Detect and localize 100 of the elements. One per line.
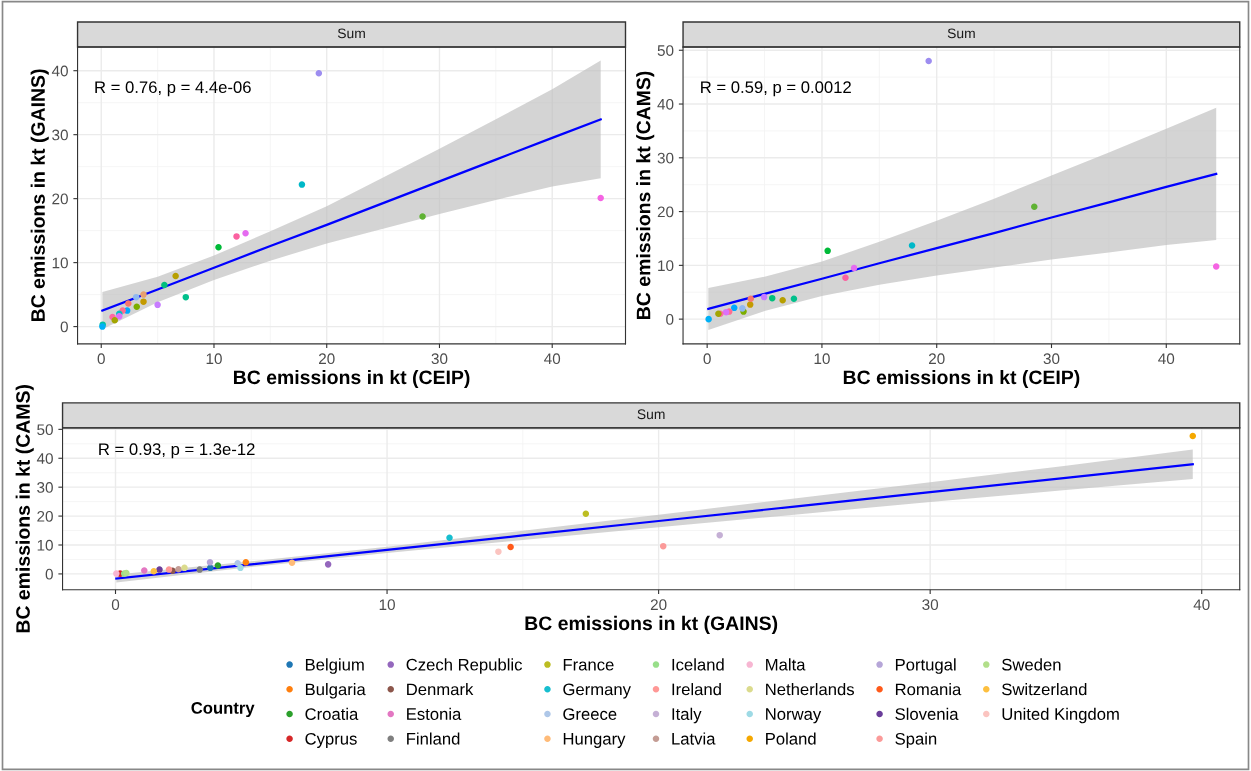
line-series [707, 172, 1218, 311]
point [113, 570, 120, 577]
x-tick-label: 20 [319, 353, 335, 365]
point [133, 303, 141, 311]
legend-label: Czech Republic [406, 658, 523, 674]
legend-label: Spain [895, 732, 937, 748]
legend-label: Latvia [672, 732, 716, 745]
x-tick-label: 10 [814, 353, 830, 365]
point [242, 559, 250, 566]
legend-label: Germany [563, 683, 631, 699]
point [582, 510, 590, 518]
point [908, 242, 916, 249]
y-axis-title: BC emissions in kt (CAMS) [15, 385, 34, 633]
annotation: R = 0.76, p = 4.4e-06 [95, 81, 251, 97]
x-tick-label: 40 [544, 353, 561, 365]
point [507, 543, 514, 551]
x-axis-title: BC emissions in kt (GAINS) [525, 615, 778, 634]
legend-label: Ireland [672, 683, 721, 696]
point [233, 233, 240, 240]
y-tick-label: 0 [45, 568, 53, 580]
chart-title: Sum [637, 409, 665, 420]
y-tick-label: 30 [37, 482, 53, 493]
point [925, 57, 932, 65]
legend-label: Cyprus [305, 732, 357, 748]
y-tick-label: 50 [37, 424, 53, 436]
point [181, 564, 188, 572]
point [597, 194, 604, 202]
legend-label: Iceland [672, 658, 724, 671]
x-tick-label: 40 [1158, 353, 1175, 365]
point [172, 272, 179, 280]
y-tick-label: 40 [657, 98, 674, 110]
legend-label: Belgium [305, 658, 364, 674]
x-tick-label: 0 [97, 353, 105, 365]
point [1212, 263, 1220, 270]
point [779, 297, 786, 304]
annotation: R = 0.93, p = 1.3e-12 [99, 443, 255, 459]
legend-label: Bulgaria [305, 683, 366, 699]
point [768, 294, 776, 302]
point [196, 566, 203, 573]
legend-label: Italy [672, 707, 702, 724]
point [446, 534, 453, 542]
point [140, 298, 147, 305]
legend-label: Slovenia [895, 707, 959, 720]
x-tick-label: 10 [206, 353, 222, 365]
point [242, 229, 249, 237]
x-axis-title: BC emissions in kt (CEIP) [843, 369, 1080, 389]
point [760, 293, 768, 301]
y-tick-label: 0 [60, 321, 68, 333]
point [150, 568, 158, 575]
point [161, 281, 168, 289]
legend-label: Denmark [407, 683, 474, 696]
legend-label: Poland [766, 732, 816, 745]
y-tick-label: 10 [52, 257, 68, 269]
legend-label: Finland [407, 732, 460, 745]
point [1189, 432, 1197, 440]
point [419, 213, 426, 220]
x-tick-label: 20 [928, 353, 945, 365]
point [237, 564, 244, 572]
legend-label: Romania [895, 683, 962, 696]
y-tick-label: 50 [657, 45, 674, 56]
point [730, 304, 738, 312]
point [125, 300, 132, 307]
point [154, 301, 161, 309]
point [140, 291, 147, 298]
y-tick-label: 40 [51, 65, 68, 77]
x-tick-label: 10 [379, 599, 395, 611]
point [850, 264, 858, 272]
point [746, 301, 754, 308]
point [298, 181, 306, 188]
point [1031, 203, 1038, 210]
point [659, 542, 667, 550]
legend-label: Greece [563, 708, 617, 720]
legend-label: France [563, 658, 614, 671]
legend-label: Estonia [407, 707, 462, 720]
x-tick-label: 40 [1193, 599, 1210, 611]
point [324, 561, 332, 568]
y-tick-label: 20 [37, 510, 53, 522]
x-tick-label: 30 [1043, 353, 1060, 365]
legend-title: Country [191, 701, 255, 718]
legend-label: Malta [766, 658, 806, 671]
legend-label: Portugal [895, 658, 956, 674]
legend-label: Netherlands [766, 683, 854, 696]
point [175, 566, 182, 573]
point [132, 293, 140, 301]
point [716, 531, 723, 539]
point [207, 564, 214, 572]
point [182, 293, 190, 301]
y-axis-title: BC emissions in kt (CAMS) [636, 71, 655, 319]
legend-label: Sweden [1002, 658, 1061, 671]
point [842, 274, 849, 281]
y-tick-label: 10 [658, 260, 674, 272]
point [824, 247, 831, 255]
y-axis-title: BC emissions in kt (GAINS) [30, 69, 49, 322]
legend-label: United Kingdom [1002, 707, 1119, 724]
point [156, 566, 163, 573]
x-tick-label: 0 [703, 353, 711, 365]
y-tick-label: 20 [657, 206, 674, 218]
y-tick-label: 0 [666, 314, 674, 325]
y-tick-label: 20 [52, 193, 68, 205]
point [165, 566, 173, 573]
